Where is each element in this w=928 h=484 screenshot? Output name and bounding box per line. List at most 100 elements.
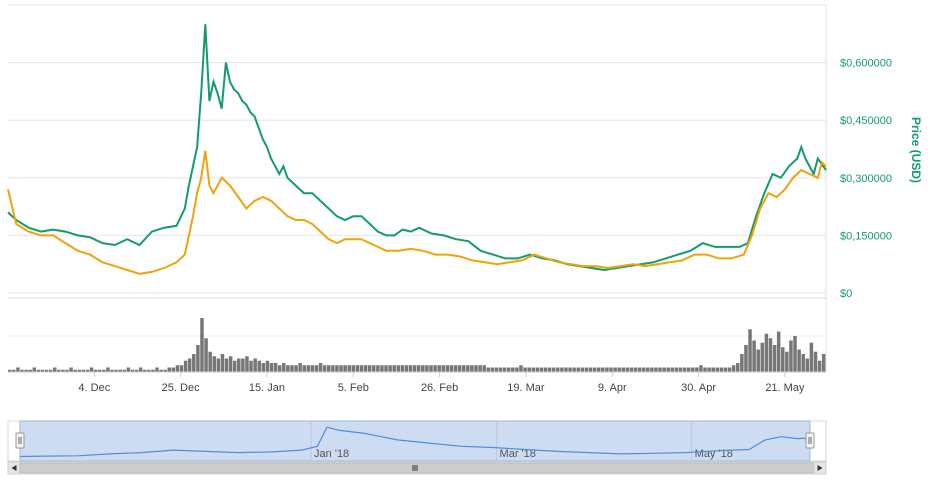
volume-bar xyxy=(785,351,789,372)
volume-bar xyxy=(138,367,143,372)
volume-bar xyxy=(257,360,261,372)
volume-bar xyxy=(511,367,515,372)
volume-bar xyxy=(24,369,28,372)
volume-bar xyxy=(601,367,605,372)
volume-bar xyxy=(666,367,670,372)
volume-bar xyxy=(650,367,654,372)
volume-bar xyxy=(277,365,282,372)
volume-bar xyxy=(118,369,122,372)
volume-bar xyxy=(130,369,135,372)
volume-bar xyxy=(809,342,814,372)
volume-bar xyxy=(789,340,793,372)
volume-bar xyxy=(52,367,57,372)
volume-bar xyxy=(286,365,290,372)
volume-bar xyxy=(719,367,724,372)
volume-bar xyxy=(466,365,470,372)
volume-bar xyxy=(470,365,474,372)
volume-bar xyxy=(662,367,666,372)
volume-bar xyxy=(253,358,257,372)
volume-bar xyxy=(106,367,110,372)
y-tick-label: $0,600000 xyxy=(840,58,892,70)
volume-bar xyxy=(388,365,392,372)
volume-bar xyxy=(93,369,98,372)
volume-bar xyxy=(670,367,675,372)
volume-bar xyxy=(77,369,82,372)
volume-bar xyxy=(813,351,818,372)
volume-bar xyxy=(707,367,711,372)
x-tick-label: 19. Mar xyxy=(507,382,545,394)
volume-bar xyxy=(151,369,155,372)
volume-bar xyxy=(515,367,519,372)
grid-lines xyxy=(8,4,827,372)
volume-bar xyxy=(805,358,810,372)
volume-bar xyxy=(531,367,536,372)
volume-bar xyxy=(564,367,568,372)
volume-bar xyxy=(302,365,306,372)
volume-bar xyxy=(498,367,503,372)
volume-bar xyxy=(40,369,45,372)
volume-bar xyxy=(486,367,491,372)
scrollbar-right-arrow[interactable] xyxy=(813,461,827,475)
volume-bar xyxy=(12,369,16,372)
volume-bar xyxy=(596,367,601,372)
volume-bar xyxy=(372,365,376,372)
volume-bar xyxy=(228,356,233,372)
volume-bar xyxy=(380,365,384,372)
volume-bar xyxy=(686,367,691,372)
volume-bar xyxy=(65,369,69,372)
volume-bar xyxy=(617,367,621,372)
volume-bar xyxy=(572,367,576,372)
volume-bar xyxy=(376,365,380,372)
volume-bar xyxy=(220,354,225,372)
navigator-right-handle[interactable] xyxy=(805,432,815,449)
x-tick-label: 25. Dec xyxy=(162,382,200,394)
volume-bar xyxy=(384,365,388,372)
volume-bar xyxy=(646,367,650,372)
volume-bar xyxy=(527,367,531,372)
scrollbar-left-arrow[interactable] xyxy=(7,461,21,475)
volume-bar xyxy=(654,367,658,372)
volume-bar xyxy=(539,367,544,372)
x-tick-label: 21. May xyxy=(765,382,805,394)
volume-bar xyxy=(48,369,53,372)
volume-bar xyxy=(265,360,270,372)
volume-bar xyxy=(474,365,478,372)
volume-bar xyxy=(421,365,425,372)
x-axis-ticks: 4. Dec 25. Dec 15. Jan 5. Feb 26. Feb 19. Mar… xyxy=(78,372,805,394)
volume-bar xyxy=(343,365,347,372)
volume-bar xyxy=(793,336,797,372)
volume-bar xyxy=(175,365,180,372)
volume-bar xyxy=(629,367,634,372)
x-tick-label: 5. Feb xyxy=(338,382,369,394)
volume-bar xyxy=(16,367,20,372)
volume-bar xyxy=(245,356,249,372)
x-tick-label: 4. Dec xyxy=(78,382,110,394)
scrollbar-thumb[interactable] xyxy=(19,462,815,474)
volume-bar xyxy=(327,365,331,372)
volume-bar xyxy=(731,365,736,372)
volume-bar xyxy=(355,365,360,372)
volume-bar xyxy=(453,365,458,372)
volume-bar xyxy=(44,369,49,372)
volume-bar xyxy=(363,365,368,372)
volume-bar xyxy=(351,365,356,372)
volume-bar xyxy=(781,347,785,372)
navigator-line xyxy=(19,426,811,458)
navigator-left-handle[interactable] xyxy=(15,432,25,449)
volume-bar xyxy=(592,367,597,372)
volume-bar xyxy=(61,369,65,372)
volume-bar xyxy=(727,367,732,372)
volume-bar xyxy=(457,365,462,372)
volume-bar xyxy=(699,365,703,372)
volume-bar xyxy=(711,367,715,372)
volume-bar xyxy=(412,365,417,372)
volume-bars xyxy=(8,318,826,372)
volume-bar xyxy=(232,360,237,372)
x-tick-label: 15. Jan xyxy=(249,382,285,394)
volume-bar xyxy=(441,365,446,372)
volume-bar xyxy=(568,367,572,372)
volume-bar xyxy=(241,358,245,372)
volume-bar xyxy=(821,354,826,372)
volume-bar xyxy=(736,363,740,372)
